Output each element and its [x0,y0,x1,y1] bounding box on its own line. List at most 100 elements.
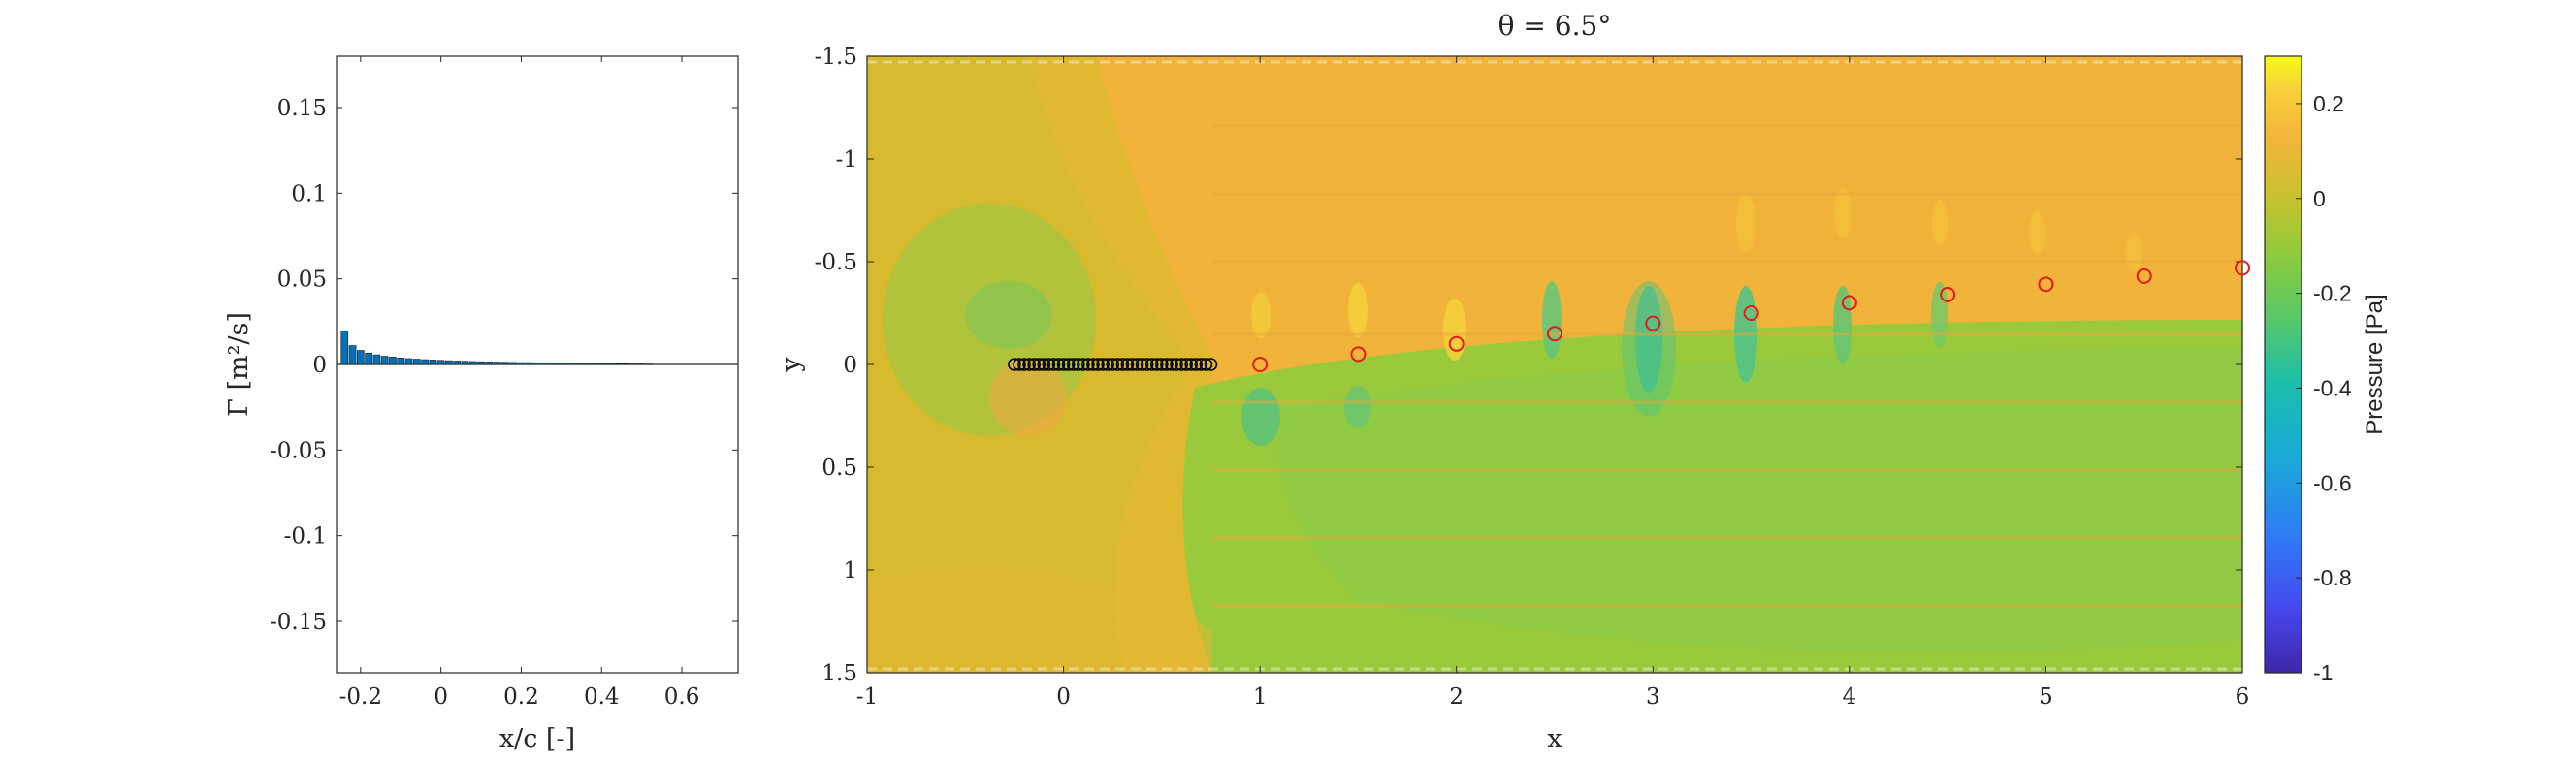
colorbar-tick-label: -0.4 [2313,375,2352,400]
pressure-field-chart: θ = 6.5° [776,10,2250,754]
plate-point [1042,358,1056,371]
bar [453,361,462,365]
bar-y-tick-label: -0.05 [270,438,327,463]
field-y-ticks: -1.5 -1 -0.5 0 0.5 1 1.5 [815,45,2242,686]
colorbar-tick-label: 0 [2313,186,2326,211]
field-y-tick-label: -1.5 [815,45,857,70]
bar-y-ticks: 0.15 0.1 0.05 0 -0.05 -0.1 -0.15 [270,96,738,635]
plate-point [1184,358,1199,371]
field-y-tick-label: 1.5 [821,661,857,686]
plate-point [1125,358,1140,371]
plate-point [1096,358,1110,371]
bar [613,363,622,365]
wake-point [2235,260,2250,276]
plate-point [1013,358,1026,371]
field-x-tick-label: 6 [2236,684,2250,710]
circulation-bar-chart: -0.2 0 0.2 0.4 0.6 0.15 0.1 0.05 0 -0.05 -0.1 -0.1… [224,55,739,754]
colorbar-ticks: 0.2 0 -0.2 -0.4 -0.6 -0.8 -1 [2296,91,2352,685]
bar [348,345,357,365]
bar [380,356,389,365]
wake-point [1448,335,1465,352]
bar-x-ticks: -0.2 0 0.2 0.4 0.6 [339,56,700,710]
field-title: θ = 6.5° [1498,10,1612,42]
plate-point [1017,358,1031,371]
bar [573,363,582,365]
bar [397,357,405,365]
bar-y-tick-label: 0 [312,353,327,378]
field-x-tick-label: -1 [856,684,878,710]
plate-point-series [1008,358,1218,371]
bar [646,363,654,365]
bar [605,363,614,365]
pressure-field-contour [867,56,2242,673]
plate-point [1130,358,1144,371]
bar [485,362,494,365]
bar-x-tick-label: 0 [434,684,448,710]
plate-point [1101,358,1114,371]
bar [445,360,453,365]
bar [412,359,421,365]
colorbar-tick-label: 0.2 [2313,91,2344,116]
plate-point [1170,358,1183,371]
bar [477,361,485,365]
plate-point [1165,358,1178,371]
wake-point [2038,276,2054,293]
wake-point [1940,286,1956,302]
bar [533,362,541,365]
plate-point [1175,358,1188,371]
field-x-tick-label: 3 [1646,684,1660,710]
plate-point [1027,358,1041,371]
bar-y-tick-label: 0.05 [277,268,327,293]
bar-x-tick-label: 0.6 [664,684,700,710]
plate-point [1149,358,1164,371]
plate-point [1189,358,1204,371]
plate-point [1051,358,1066,371]
plate-point [1144,358,1159,371]
plate-point [1204,358,1218,371]
wake-point [1841,295,1857,311]
field-x-ticks: -1 0 1 2 3 4 5 6 [856,56,2250,710]
bar [461,361,469,365]
bar-y-tick-label: -0.15 [270,610,327,635]
colorbar: 0.2 0 -0.2 -0.4 -0.6 -0.8 -1 Pressure [Pa] [2264,55,2388,685]
plate-point [1071,358,1085,371]
colorbar-tick-label: -1 [2313,660,2333,685]
colorbar-tick-label: -0.8 [2313,565,2352,590]
bar-y-tick-label: -0.1 [284,524,327,550]
bar [590,363,597,365]
wake-point-series [1252,260,2250,372]
bar [637,363,646,365]
bar [629,363,638,365]
bar [509,362,517,365]
bar-series [340,331,654,365]
plate-point [1086,358,1100,371]
bar [389,357,397,365]
wake-point [1252,357,1269,372]
bar [581,363,590,365]
bar [549,363,558,365]
plate-point [1022,358,1036,371]
plate-point [1194,358,1208,371]
plate-point [1061,358,1076,371]
plate-point [1056,358,1071,371]
field-x-axis-label: x [1547,724,1562,754]
field-x-tick-label: 0 [1056,684,1071,710]
bar [468,361,477,365]
wake-point [2136,268,2152,284]
plate-point [1081,358,1095,371]
plate-point [1032,358,1046,371]
plate-point [1066,358,1080,371]
bar-y-tick-label: 0.1 [291,181,327,206]
field-y-tick-label: 0 [843,353,857,378]
bar [429,360,437,365]
plate-point [1037,358,1051,371]
field-y-tick-label: 0.5 [821,456,857,481]
plate-point [1160,358,1174,371]
bar [357,350,365,365]
colorbar-label: Pressure [Pa] [2362,294,2388,434]
colorbar-gradient [2264,55,2302,674]
bar [404,358,413,365]
bar-x-tick-label: 0.2 [503,684,539,710]
plate-point [1008,358,1021,371]
